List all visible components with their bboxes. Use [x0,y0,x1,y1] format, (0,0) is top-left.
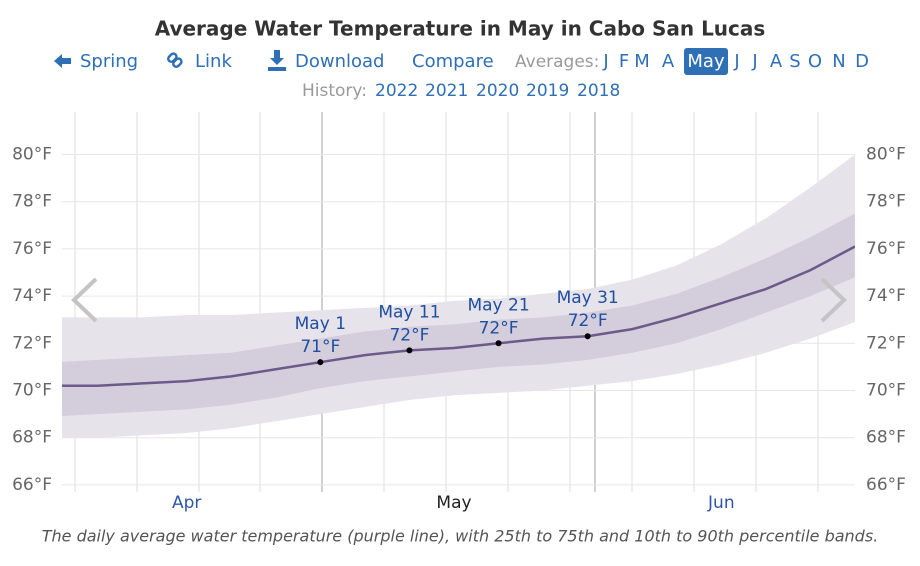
y-tick-label-right: 66°F [866,475,906,495]
history-year[interactable]: 2020 [476,81,519,101]
month-link[interactable]: D [855,51,869,72]
x-tick-label[interactable]: Apr [172,493,201,513]
caption: The daily average water temperature (pur… [42,527,879,546]
month-link[interactable]: J [733,51,739,72]
y-tick-label-right: 70°F [866,381,906,401]
month-link[interactable]: M [634,51,650,72]
y-tick-label: 66°F [12,475,52,495]
point-value-label: 72°F [479,318,519,338]
month-link[interactable]: S [789,51,800,72]
point-value-label: 72°F [568,311,608,331]
history-year[interactable]: 2022 [375,81,418,101]
nav-link[interactable]: Link [195,51,232,72]
average-line [62,245,855,388]
back-arrow-icon[interactable] [54,54,71,68]
point-date-label: May 21 [467,295,529,315]
history-year[interactable]: 2018 [577,81,620,101]
y-tick-label-right: 72°F [866,333,906,353]
month-link[interactable]: J [751,51,757,72]
nav-bar: Spring Link Download Compare Averages: J F M A Ma… [80,48,869,101]
month-link[interactable]: A [770,51,783,72]
y-tick-label: 68°F [12,428,52,448]
month-link[interactable]: N [832,51,845,72]
x-tick-label: May [436,493,471,513]
point-value-label: 71°F [300,337,340,357]
next-chevron[interactable] [820,277,847,323]
nav-link[interactable]: Compare [412,51,494,72]
month-link[interactable]: A [662,51,675,72]
y-tick-label: 74°F [12,286,52,306]
month-link[interactable]: J [602,51,608,72]
nav-link[interactable]: Download [295,51,384,72]
y-tick-label-right: 76°F [866,239,906,259]
point-value-label: 72°F [389,325,429,345]
point-date-label: May 31 [557,288,619,308]
y-tick-label-right: 78°F [866,192,906,212]
averages-label: Averages: [515,52,599,72]
y-tick-label-right: 68°F [866,428,906,448]
y-tick-label: 70°F [12,381,52,401]
annotated-point [495,340,502,347]
month-link[interactable]: May [687,51,725,72]
selected-month-box [684,48,728,75]
previous-chevron[interactable] [71,277,98,323]
download-icon[interactable] [268,50,286,71]
x-tick-label[interactable]: Jun [707,493,735,513]
month-link[interactable]: O [808,51,822,72]
y-tick-label-right: 80°F [866,144,906,164]
y-tick-label: 76°F [12,239,52,259]
point-date-label: May 11 [378,302,440,322]
annotated-point [584,333,591,340]
history-label: History: [302,81,367,101]
link-icon[interactable] [167,52,183,68]
y-tick-label: 78°F [12,192,52,212]
plot-area [62,154,855,438]
point-date-label: May 1 [295,314,346,334]
y-tick-label: 80°F [12,144,52,164]
history-year[interactable]: 2019 [526,81,569,101]
percentile-band [62,213,855,416]
history-year[interactable]: 2021 [425,81,468,101]
y-tick-label-right: 74°F [866,286,906,306]
chart-title: Average Water Temperature in May in Cabo… [155,17,766,41]
annotated-point [317,359,324,366]
annotated-point [406,347,413,354]
month-link[interactable]: F [619,51,629,72]
y-tick-label: 72°F [12,333,52,353]
plot: 66°F 66°F 68°F 68°F 70°F 70°F 72°F 72°F 74°F 74°F… [12,144,906,513]
nav-link[interactable]: Spring [80,51,138,72]
